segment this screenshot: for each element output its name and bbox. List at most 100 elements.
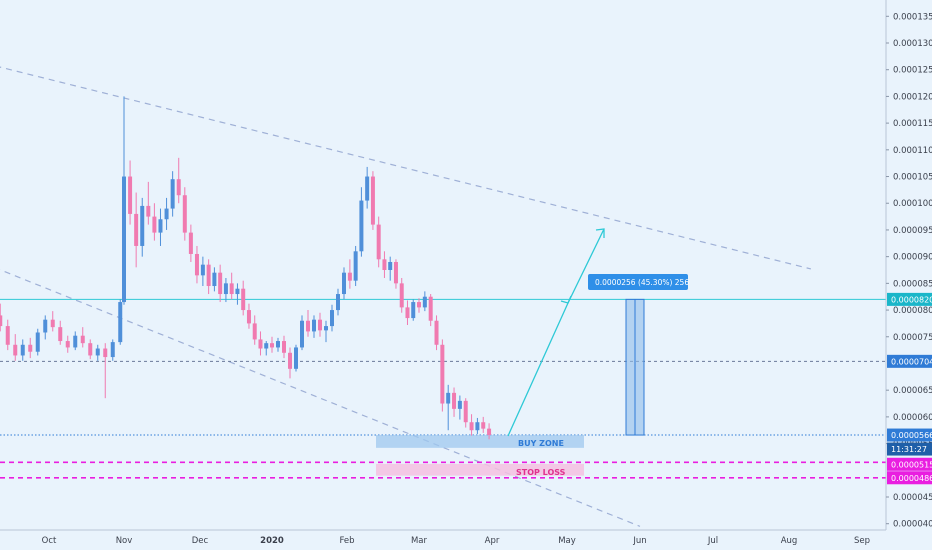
time-tick-label: May: [558, 536, 576, 546]
candle-body: [164, 208, 169, 220]
candle-body: [134, 213, 139, 246]
price-marker-label: 0.0000704: [891, 357, 932, 366]
candles: [0, 96, 492, 440]
time-tick-label: Dec: [192, 536, 209, 546]
candle-body: [158, 219, 163, 233]
price-marker-label: 0.0000566: [891, 431, 932, 440]
price-marker-bg: [887, 292, 932, 306]
candle-body: [80, 335, 85, 344]
candle-body: [35, 332, 40, 352]
candle-body: [276, 341, 280, 348]
candle-body: [353, 251, 358, 281]
candle-body: [481, 422, 486, 429]
candle-body: [103, 348, 108, 358]
candle-body: [212, 272, 217, 287]
candle-body: [359, 200, 364, 252]
candle-body: [122, 176, 126, 303]
arrowhead-mid: [560, 295, 572, 304]
candle-body: [399, 283, 404, 308]
candle-body: [463, 400, 468, 423]
time-tick-label: 2020: [260, 536, 284, 546]
measure-label-bg: [588, 274, 688, 290]
candle-body: [393, 261, 398, 284]
stop-loss-label: STOP LOSS: [516, 468, 566, 477]
price-range-measure: 0.0000256 (45.30%) 256: [588, 274, 689, 436]
candle-body: [475, 422, 480, 431]
candle-body: [434, 320, 439, 345]
buy-zone-rect: [376, 435, 584, 448]
price-marker-label: 0.0000486: [891, 474, 932, 483]
candle-body: [270, 343, 274, 348]
trendline: [0, 66, 812, 270]
candle-body: [446, 392, 451, 404]
time-tick-label: Sep: [854, 536, 870, 546]
candle-body: [235, 288, 240, 295]
candle-body: [218, 272, 223, 295]
candle-body: [118, 302, 123, 343]
candle-body: [258, 339, 263, 349]
candle-body: [294, 347, 298, 369]
candle-body: [206, 264, 211, 287]
zones: BUY ZONE STOP LOSS: [376, 435, 584, 477]
price-marker-bg: [887, 442, 932, 456]
candle-body: [223, 283, 228, 295]
candle-body: [324, 326, 328, 331]
candle-body: [229, 283, 234, 295]
trendlines: [0, 66, 812, 527]
candle-body: [288, 352, 292, 369]
candle-body: [73, 335, 78, 348]
candle-body: [469, 422, 474, 431]
candle-body: [300, 320, 304, 348]
candle-body: [457, 400, 462, 409]
time-tick-label: Jun: [632, 536, 646, 546]
candle-body: [417, 302, 421, 308]
candle-body: [0, 315, 3, 327]
price-marker-label: 0.0000820: [891, 295, 932, 304]
candle-body: [440, 344, 445, 404]
time-tick-label: Jul: [707, 536, 718, 546]
candle-body: [65, 341, 70, 348]
candle-body: [347, 272, 352, 281]
candle-body: [13, 344, 18, 356]
arrowhead-end: [595, 228, 605, 238]
candle-body: [312, 319, 316, 332]
price-marker-bg: [887, 457, 932, 471]
candle-body: [411, 302, 416, 319]
buy-zone-label: BUY ZONE: [518, 439, 564, 448]
price-marker-label: 0.0000515: [891, 460, 932, 469]
projection-arrow: [507, 228, 605, 437]
candle-body: [43, 319, 48, 333]
time-tick-label: Mar: [411, 536, 428, 546]
candle-body: [306, 320, 310, 332]
candle-body: [365, 176, 370, 201]
candle-body: [176, 179, 181, 196]
trendline: [0, 269, 641, 527]
candle-body: [182, 195, 187, 233]
candle-body: [336, 294, 340, 311]
candle-body: [28, 344, 33, 352]
time-axis[interactable]: Oct Nov Dec 2020 Feb Mar Apr May Jun Jul Aug Sep: [0, 529, 886, 546]
candle-body: [152, 216, 157, 233]
candle-body: [246, 310, 251, 324]
candle-body: [370, 176, 375, 225]
candle-body: [58, 327, 63, 342]
candle-body: [252, 323, 257, 340]
candle-body: [376, 224, 381, 260]
candle-body: [241, 288, 246, 311]
candle-body: [146, 205, 151, 217]
candle-body: [194, 253, 199, 276]
candle-body: [140, 205, 145, 246]
time-tick-label: Nov: [116, 536, 133, 546]
